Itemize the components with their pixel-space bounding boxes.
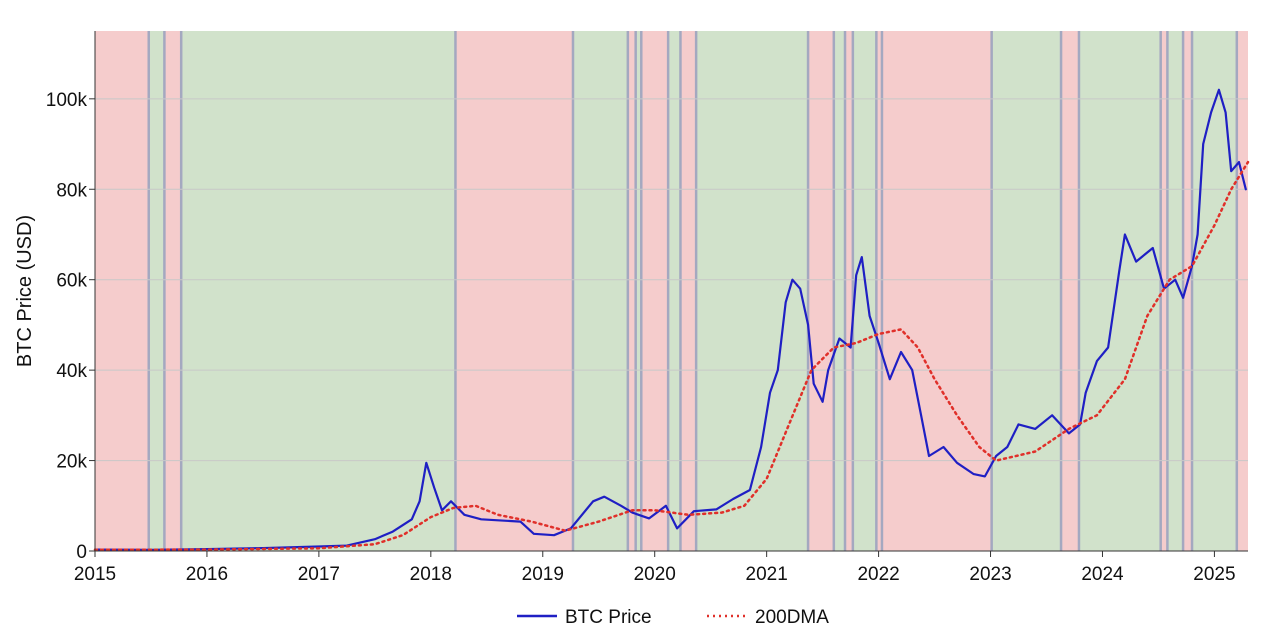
y-tick-label-4: 80k xyxy=(56,180,87,201)
gridlines xyxy=(95,98,1248,462)
regime-band-bull-13 xyxy=(833,31,846,551)
legend-label-1: 200DMA xyxy=(755,607,829,628)
y-tick-label-2: 40k xyxy=(56,361,87,382)
regime-band-bear-16 xyxy=(876,31,882,551)
regime-band-bear-10 xyxy=(680,31,697,551)
regime-band-bear-8 xyxy=(641,31,669,551)
regime-bands xyxy=(95,31,1248,551)
series-line-moving-average xyxy=(93,160,1250,552)
regime-band-bear-6 xyxy=(627,31,636,551)
x-tick-label-9: 2024 xyxy=(1081,564,1124,585)
y-axis-title: BTC Price (USD) xyxy=(14,215,36,367)
regime-band-bear-23 xyxy=(1183,31,1193,551)
regime-band-bear-12 xyxy=(808,31,834,551)
regime-band-bear-17 xyxy=(881,31,992,551)
x-tick-label-1: 2016 xyxy=(186,564,228,585)
regime-band-bear-19 xyxy=(1061,31,1079,551)
x-tick-label-7: 2022 xyxy=(857,564,899,585)
series-line-btc-price xyxy=(93,88,1247,551)
regime-band-bear-14 xyxy=(845,31,853,551)
regime-band-bull-9 xyxy=(668,31,681,551)
x-tick-label-10: 2025 xyxy=(1193,564,1235,585)
x-tick-label-2: 2017 xyxy=(298,564,340,585)
x-tick-label-0: 2015 xyxy=(74,564,116,585)
regime-band-bull-11 xyxy=(696,31,809,551)
legend-label-0: BTC Price xyxy=(565,607,652,628)
axes: 0 20k 40k 60k 80k 100k 2015 2016 2017 2018 2019 202… xyxy=(14,31,1248,585)
regime-boundaries xyxy=(147,31,1239,551)
regime-band-bull-5 xyxy=(572,31,628,551)
regime-band-bull-24 xyxy=(1192,31,1237,551)
regime-band-bear-25 xyxy=(1236,31,1248,551)
legend: BTC Price 200DMA xyxy=(517,607,829,628)
x-tick-label-8: 2023 xyxy=(969,564,1011,585)
x-tick-label-4: 2019 xyxy=(522,564,564,585)
regime-band-bull-3 xyxy=(181,31,456,551)
regime-band-bear-4 xyxy=(455,31,573,551)
regime-band-bear-2 xyxy=(164,31,182,551)
regime-band-bear-0 xyxy=(95,31,149,551)
x-tick-label-5: 2020 xyxy=(634,564,676,585)
regime-band-bull-7 xyxy=(635,31,642,551)
x-tick-label-6: 2021 xyxy=(746,564,788,585)
regime-band-bull-1 xyxy=(148,31,165,551)
x-tick-label-3: 2018 xyxy=(410,564,452,585)
regime-band-bull-15 xyxy=(852,31,877,551)
series-lines xyxy=(93,88,1250,552)
y-tick-label-3: 60k xyxy=(56,271,87,292)
regime-band-bull-20 xyxy=(1078,31,1161,551)
y-tick-label-1: 20k xyxy=(56,452,87,473)
regime-band-bull-22 xyxy=(1167,31,1184,551)
y-tick-label-5: 100k xyxy=(46,90,88,111)
regime-band-bull-18 xyxy=(991,31,1062,551)
y-tick-label-0: 0 xyxy=(76,542,87,563)
